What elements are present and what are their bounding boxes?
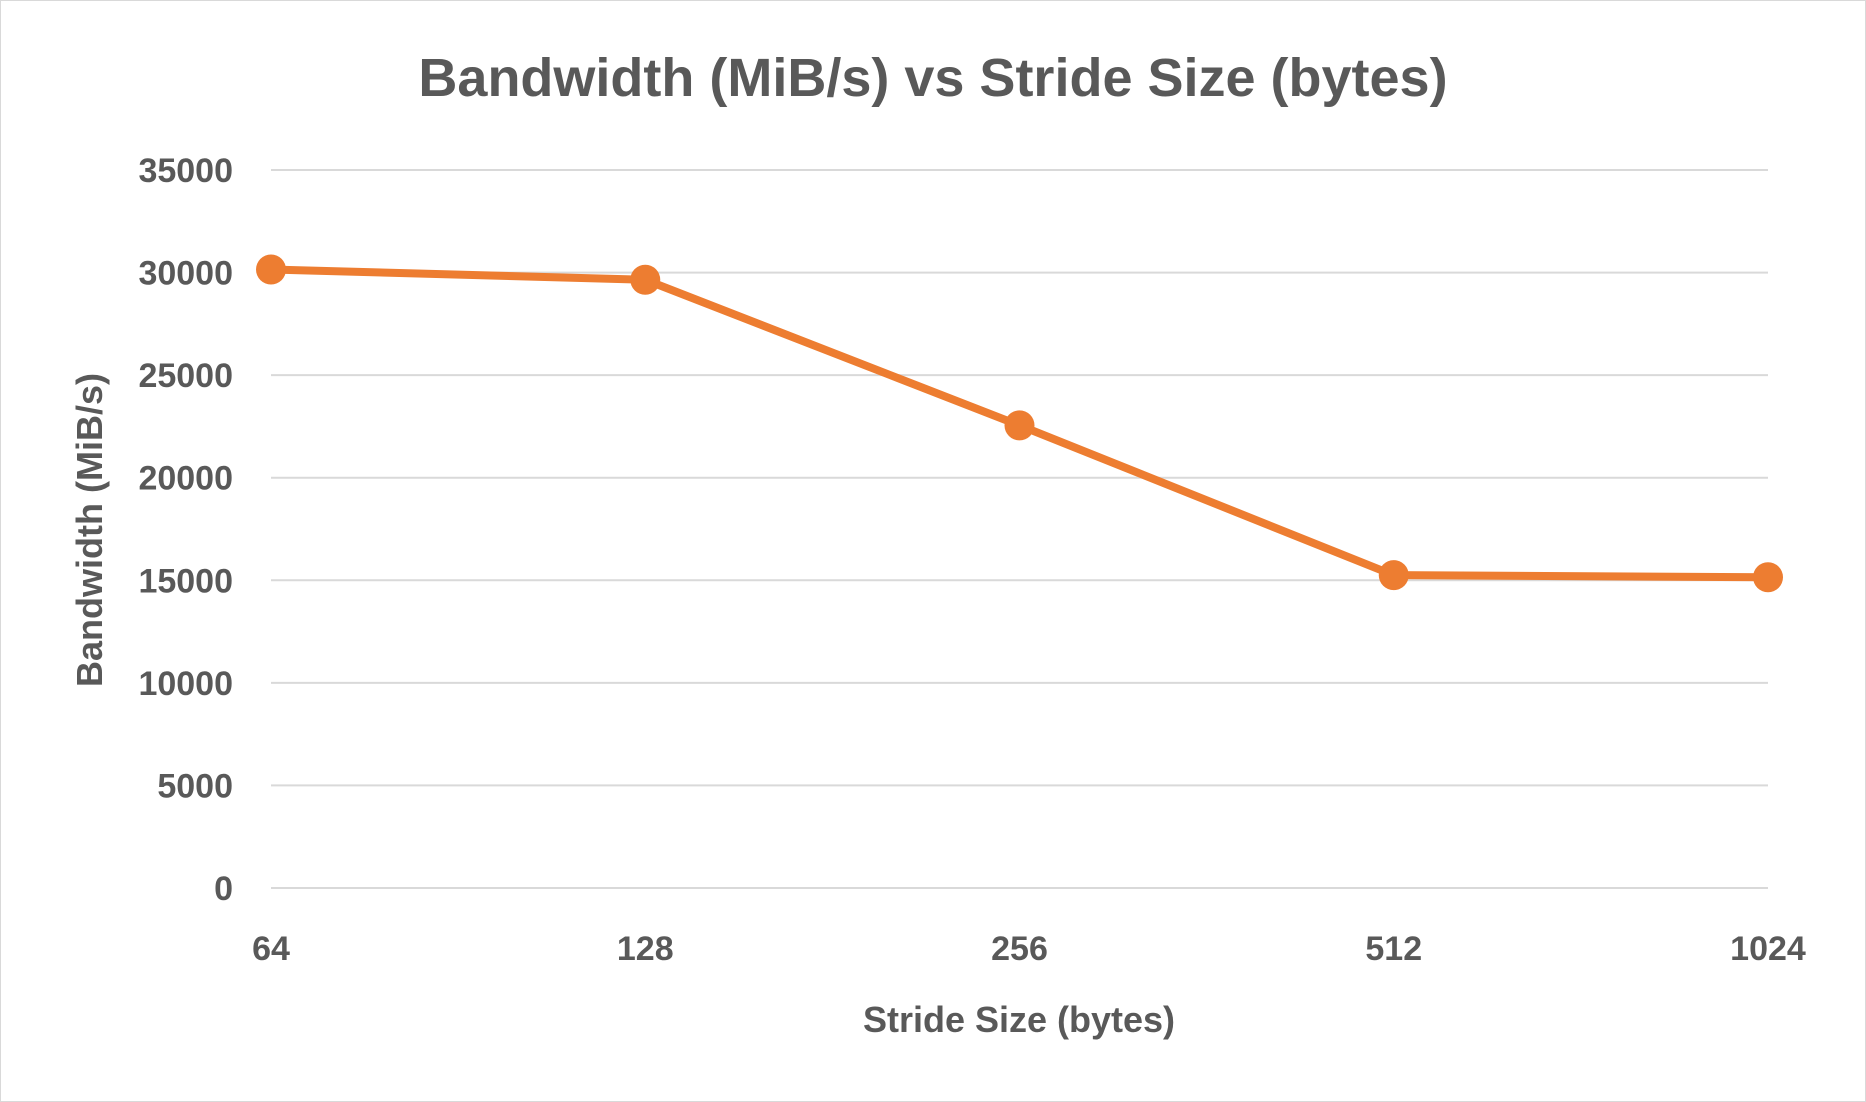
x-tick-label: 256	[991, 930, 1048, 968]
y-tick-label: 30000	[138, 255, 233, 293]
y-tick-label: 20000	[138, 460, 233, 498]
chart-title: Bandwidth (MiB/s) vs Stride Size (bytes)	[418, 48, 1447, 108]
data-point-512	[1378, 560, 1409, 591]
y-axis-tick-labels: 0 5000 10000 15000 20000 25000 30000 35000	[138, 152, 233, 908]
x-tick-label: 512	[1365, 930, 1422, 968]
x-axis-title: Stride Size (bytes)	[863, 999, 1175, 1040]
y-tick-label: 25000	[138, 357, 233, 395]
x-axis-tick-labels: 64 128 256 512 1024	[252, 930, 1806, 968]
x-tick-label: 128	[617, 930, 674, 968]
y-axis-title: Bandwidth (MiB/s)	[69, 373, 110, 687]
data-point-1024	[1753, 562, 1783, 593]
y-tick-label: 15000	[138, 562, 233, 600]
y-tick-label: 35000	[138, 152, 233, 190]
data-point-256	[1004, 410, 1035, 441]
x-tick-label: 1024	[1730, 930, 1806, 968]
y-tick-label: 10000	[138, 665, 233, 703]
data-point-128	[630, 264, 661, 295]
series-layer	[256, 254, 1783, 593]
y-tick-label: 0	[214, 870, 233, 908]
gridlines	[271, 169, 1768, 889]
data-point-64	[256, 254, 286, 285]
x-tick-label: 64	[252, 930, 290, 968]
y-tick-label: 5000	[157, 767, 233, 805]
